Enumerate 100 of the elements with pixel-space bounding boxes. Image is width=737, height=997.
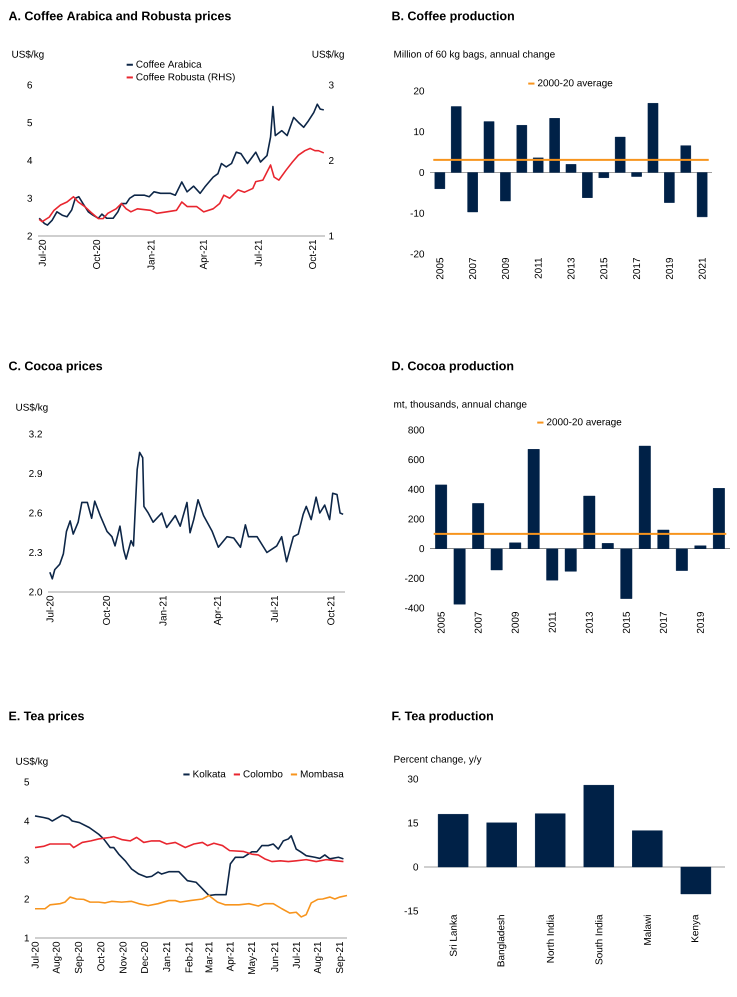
x-tick-label: Apr-21: [226, 942, 236, 972]
y-tick-label: 2.0: [29, 588, 42, 596]
bar: [582, 172, 593, 198]
y-tick-label: 0: [419, 168, 424, 176]
line-series: [34, 894, 348, 918]
bar: [598, 172, 610, 178]
x-tick-label: Jan-21: [148, 240, 155, 270]
y-tick-label: 2.9: [29, 470, 42, 478]
bar: [549, 118, 560, 173]
x-tick-label: Jul-21: [292, 942, 300, 968]
y-tick-label: 3: [27, 194, 32, 202]
y-tick-label: 5: [27, 119, 32, 126]
x-tick-label: Nov-20: [119, 942, 127, 973]
x-tick-label: Sep-21: [336, 942, 346, 974]
y-tick-label: -200: [404, 574, 424, 582]
bar: [528, 449, 540, 549]
bar: [638, 446, 651, 549]
chart-title: F. Tea production: [392, 711, 493, 723]
bar: [676, 548, 688, 571]
x-tick-label: Feb-21: [185, 942, 193, 972]
x-tick-label: 2007: [474, 612, 482, 634]
chart-title: E. Tea prices: [9, 711, 84, 723]
legend-label: Coffee Arabica: [136, 60, 202, 68]
x-tick-label: Jul-20: [38, 240, 46, 266]
x-tick-label: Jul-21: [270, 596, 278, 622]
bar: [467, 172, 478, 212]
bar: [584, 784, 614, 868]
x-tick-label: May-21: [248, 942, 258, 974]
x-tick-label: 2015: [622, 612, 630, 634]
bar: [454, 548, 466, 604]
y-tick-label: 5: [24, 778, 30, 786]
x-tick-label: Jul-21: [254, 240, 262, 266]
bar: [696, 172, 708, 218]
y-tick-label: 400: [408, 486, 424, 493]
x-tick-label: 2009: [502, 258, 509, 280]
x-tick-label: 2021: [698, 258, 706, 280]
x-tick-label: Oct-21: [309, 240, 316, 269]
x-tick-label: Oct-20: [93, 240, 100, 269]
bar: [680, 145, 692, 173]
y2-tick-label: 3: [328, 81, 334, 89]
bar: [450, 106, 462, 173]
bar: [434, 172, 446, 189]
y-axis-title: US$/kg: [16, 757, 48, 767]
x-tick-label: 2007: [469, 258, 476, 280]
y-tick-label: 10: [414, 128, 424, 136]
bar: [486, 822, 517, 868]
bar: [648, 103, 658, 173]
y-axis-title: mt, thousands, annual change: [394, 400, 527, 410]
y-tick-label: -15: [404, 908, 418, 914]
chart-title: A. Coffee Arabica and Robusta prices: [8, 11, 231, 23]
x-tick-label: 2009: [512, 612, 519, 634]
x-tick-label: 2017: [660, 612, 667, 634]
y-tick-label: 3.2: [29, 430, 42, 438]
bar: [680, 866, 712, 894]
x-tick-label: Sep-20: [74, 942, 84, 974]
bar: [664, 172, 675, 203]
chart-title: D. Cocoa production: [392, 361, 514, 373]
x-tick-label: 2011: [548, 612, 556, 632]
bar: [484, 121, 494, 173]
bar: [694, 545, 706, 549]
x-tick-label: Kenya: [691, 914, 700, 942]
y-tick-label: -20: [410, 250, 424, 258]
y-tick-label: 4: [27, 157, 32, 164]
bar: [490, 548, 503, 570]
bar: [509, 542, 522, 549]
y-tick-label: 15: [408, 820, 418, 826]
y-axis-title: Percent change, y/y: [394, 755, 482, 765]
y2-axis-title: US$/kg: [312, 50, 344, 60]
x-tick-label: 2017: [633, 258, 640, 280]
x-tick-label: 2011: [534, 258, 542, 278]
bar: [614, 136, 626, 173]
y-tick-label: -10: [410, 210, 424, 217]
x-tick-label: 2005: [436, 258, 444, 280]
x-tick-label: 2013: [586, 612, 593, 634]
bar: [564, 548, 577, 572]
y-tick-label: 20: [414, 87, 424, 95]
line-series: [38, 148, 325, 222]
bar: [631, 172, 642, 177]
y-tick-label: 3: [24, 856, 30, 864]
bar: [602, 543, 614, 549]
bar: [712, 488, 725, 549]
y2-tick-label: 2: [329, 157, 334, 164]
bar: [435, 484, 448, 549]
x-tick-label: Malawi: [644, 915, 651, 945]
y-tick-label: 2.3: [29, 548, 42, 556]
y-tick-label: 2.6: [29, 509, 42, 517]
x-tick-label: North India: [546, 914, 554, 962]
x-tick-label: 2019: [666, 258, 673, 280]
x-tick-label: Jan-21: [163, 942, 170, 972]
chart-title: C. Cocoa prices: [9, 361, 102, 373]
y2-tick-label: 1: [329, 232, 334, 240]
bar: [546, 548, 558, 580]
x-tick-label: Dec-20: [140, 942, 148, 973]
y-tick-label: 30: [408, 775, 418, 783]
x-tick-label: Aug-20: [52, 942, 62, 974]
chart-title: B. Coffee production: [392, 11, 514, 23]
x-tick-label: 2013: [567, 258, 575, 280]
line-series: [34, 814, 344, 896]
y-tick-label: 800: [408, 426, 424, 434]
legend-label: Kolkata: [193, 770, 226, 778]
